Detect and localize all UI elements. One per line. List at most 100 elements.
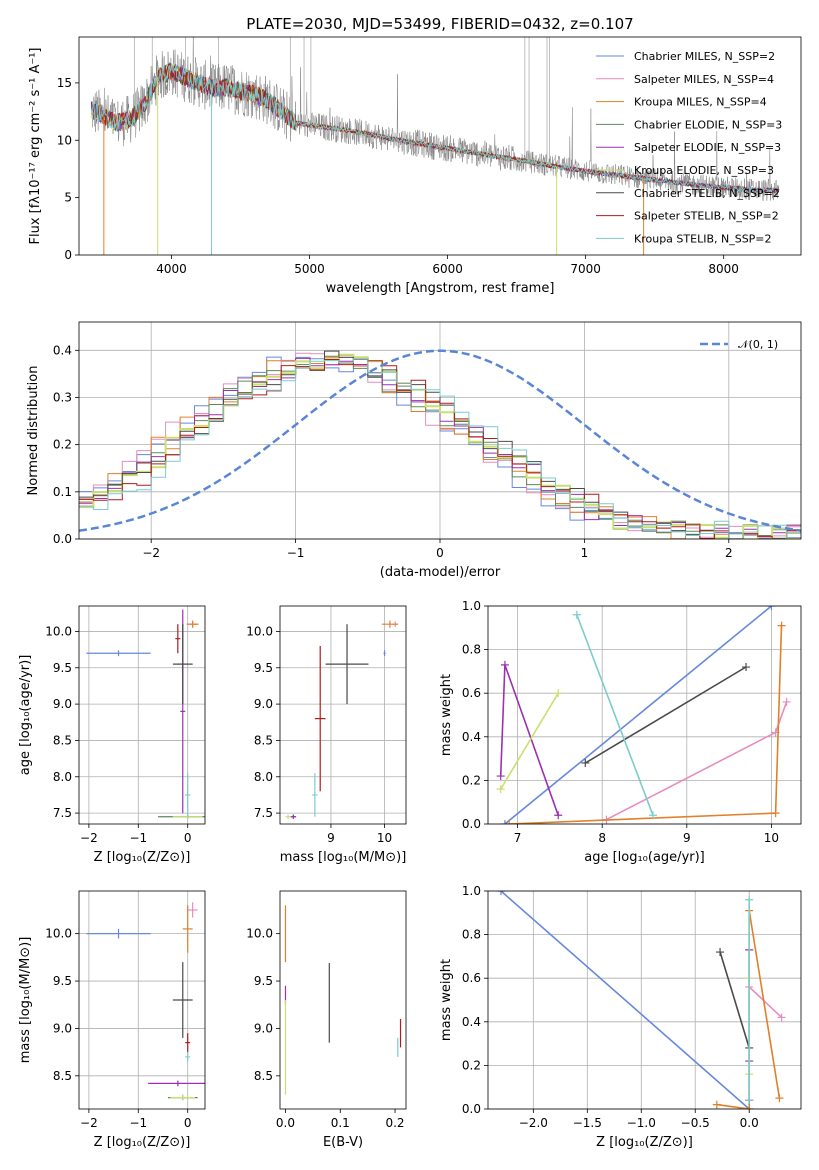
y-tick-label: 9.0 (254, 697, 273, 711)
weight-marker (500, 660, 509, 669)
panel-residuals: −2 −1 0 1 2 0.0 0.1 0.2 0.3 0.4 (data-model)/error… (26, 321, 802, 580)
data-point-0 (86, 928, 151, 939)
axes-frame (487, 605, 802, 825)
grid (79, 606, 205, 824)
x-tick-label: 8000 (708, 262, 739, 276)
axes-frame (78, 890, 206, 1110)
x-tick-label: 0.0 (740, 1116, 759, 1130)
weight-line-4 (500, 692, 559, 790)
axes-frame (78, 36, 802, 256)
x-tick-label: 9 (683, 831, 691, 845)
y-tick: 15 (57, 76, 79, 90)
x-tick-label: 10 (377, 831, 392, 845)
x-tick-label: 7000 (570, 262, 601, 276)
weight-line-0 (500, 891, 750, 1109)
panel-age-vs-Z: −2 −1 0 7.5 8.0 8.5 9.0 9.5 10.0 Z [log₁₀(Z/Z⊙)] a… (18, 605, 206, 865)
y-tick: 0.8 (462, 928, 488, 942)
y-tick-label: 0.1 (53, 485, 72, 499)
y-tick-label: 8.5 (254, 733, 273, 747)
x-tick: 9 (327, 824, 335, 845)
y-tick-label: 9.5 (53, 974, 72, 988)
y-tick-label: 0 (64, 248, 72, 262)
weight-marker (775, 1094, 784, 1103)
weight-line-3 (719, 951, 750, 1049)
y-tick-label: 0.3 (53, 390, 72, 404)
y-tick-label: 10.0 (45, 624, 72, 638)
y-tick-label: 9.5 (254, 974, 273, 988)
y-tick: 9.0 (53, 697, 79, 711)
y-tick: 1.0 (462, 599, 488, 613)
data-point-4 (148, 1080, 205, 1087)
y-tick: 0.8 (462, 643, 488, 657)
x-tick: 1 (581, 539, 589, 560)
y-tick: 10.0 (45, 927, 79, 941)
x-axis-label: age [log₁₀(age/yr)] (584, 850, 705, 865)
x-tick-label: 0 (184, 831, 192, 845)
x-tick: 0.2 (385, 1109, 405, 1130)
y-tick-label: 7.5 (53, 806, 72, 820)
y-tick: 7.5 (53, 806, 79, 820)
weight-marker (745, 1096, 754, 1105)
x-axis-label: Z [log₁₀(Z/Z⊙)] (596, 1135, 693, 1150)
weight-marker (554, 689, 563, 698)
legend-label: Salpeter ELODIE, N_SSP=3 (634, 141, 781, 154)
x-axis-label: mass [log₁₀(M/M⊙)] (280, 850, 407, 865)
y-tick-label: 0.2 (462, 1058, 481, 1072)
weight-marker (745, 895, 754, 904)
x-axis-label: E(B-V) (323, 1135, 363, 1150)
x-tick: −1 (287, 539, 305, 560)
y-tick: 9.5 (254, 974, 280, 988)
x-tick: 6000 (432, 255, 463, 276)
weight-marker (496, 772, 505, 781)
axes-frame (78, 605, 206, 825)
weight-marker (782, 697, 791, 706)
x-tick-label: 2 (725, 546, 733, 560)
x-tick-label: −1 (287, 546, 305, 560)
data-point-8 (312, 773, 318, 817)
x-tick-label: 0.0 (276, 1116, 295, 1130)
x-tick-label: −2.0 (519, 1116, 548, 1130)
y-tick-label: 0.0 (462, 817, 481, 831)
weight-marker (777, 621, 786, 630)
data-point-2 (182, 905, 193, 953)
plot-area (496, 891, 786, 1109)
panel-spectrum: 4000 5000 6000 7000 8000 0 5 10 15 wavelength [An… (28, 15, 802, 296)
y-tick-label: 0.0 (53, 532, 72, 546)
weight-marker (767, 606, 776, 610)
y-axis-label: age [log₁₀(age/yr)] (18, 655, 33, 776)
x-axis-label: Z [log₁₀(Z/Z⊙)] (94, 1135, 191, 1150)
legend-label: Kroupa ELODIE, N_SSP=3 (634, 164, 774, 177)
y-axis-label: mass weight (439, 674, 454, 756)
weight-line-5 (584, 666, 747, 764)
x-tick: 5000 (294, 255, 325, 276)
x-tick: 0 (436, 539, 444, 560)
y-tick-label: 0.2 (53, 438, 72, 452)
legend-label: Kroupa STELIB, N_SSP=2 (634, 232, 772, 245)
x-tick-label: 5000 (294, 262, 325, 276)
x-tick: 10 (377, 824, 392, 845)
y-tick-label: 10.0 (246, 927, 273, 941)
y-tick: 0 (64, 248, 79, 262)
plot-area (79, 349, 801, 539)
x-tick-label: 1 (581, 546, 589, 560)
y-tick-label: 0.8 (462, 643, 481, 657)
y-tick-label: 9.0 (53, 1021, 72, 1035)
axes-frame (78, 321, 802, 540)
legend-label: Salpeter STELIB, N_SSP=2 (634, 210, 779, 223)
panel-massweight-vs-Z: −2.0 −1.5 −1.0 −0.5 0.0 0.0 0.2 0.4 0.6 0.8 1.0 Z [… (439, 884, 802, 1150)
weight-marker (496, 785, 505, 794)
y-tick-label: 5 (64, 191, 72, 205)
y-tick-label: 10.0 (246, 624, 273, 638)
weight-line-6 (576, 614, 654, 816)
y-tick: 0.4 (53, 343, 79, 357)
histogram-7 (79, 358, 801, 539)
y-tick: 9.5 (53, 661, 79, 675)
y-tick-label: 0.6 (462, 686, 481, 700)
y-tick: 8.5 (254, 1069, 280, 1083)
grid (280, 606, 406, 824)
data-point-0 (383, 650, 386, 657)
x-axis-label: (data-model)/error (380, 565, 501, 580)
y-tick-label: 0.0 (462, 1102, 481, 1116)
y-tick: 9.0 (254, 1021, 280, 1035)
x-tick: 8 (598, 824, 606, 845)
